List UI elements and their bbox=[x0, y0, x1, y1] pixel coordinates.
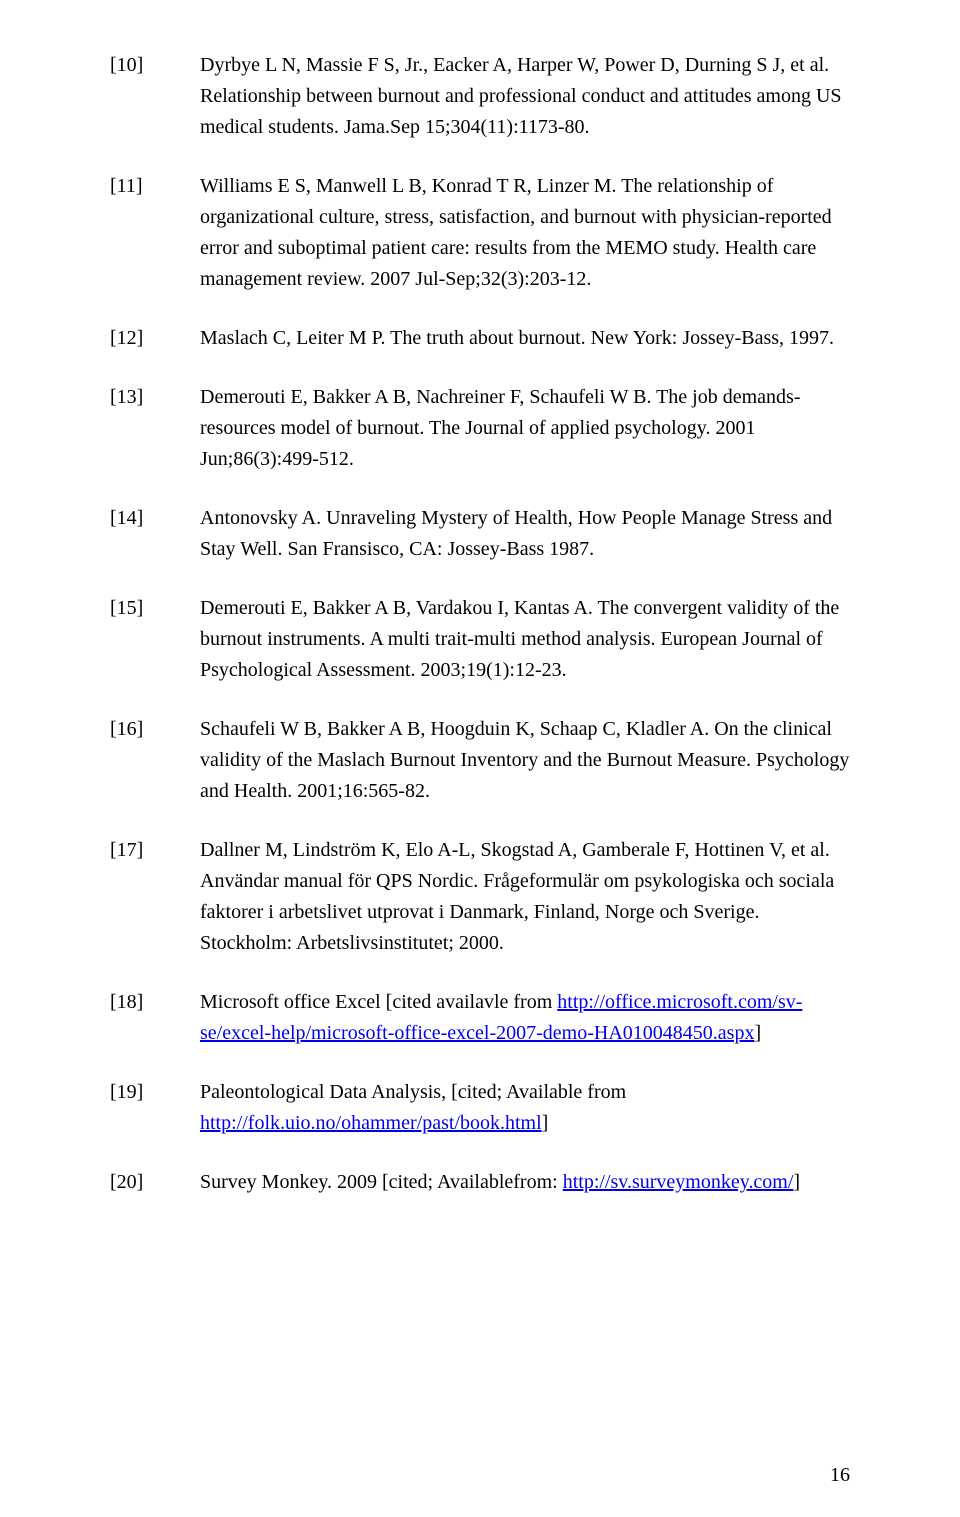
reference-body: Microsoft office Excel [cited availavle … bbox=[200, 987, 850, 1049]
page-number: 16 bbox=[830, 1464, 850, 1487]
link-folk-uio[interactable]: http://folk.uio.no/ohammer/past/book.htm… bbox=[200, 1112, 542, 1134]
reference-number: [12] bbox=[110, 323, 200, 354]
reference-number: [10] bbox=[110, 50, 200, 143]
reference-item: [17]Dallner M, Lindström K, Elo A-L, Sko… bbox=[110, 835, 850, 959]
reference-body: Maslach C, Leiter M P. The truth about b… bbox=[200, 323, 850, 354]
reference-body: Demerouti E, Bakker A B, Nachreiner F, S… bbox=[200, 382, 850, 475]
reference-item: [10]Dyrbye L N, Massie F S, Jr., Eacker … bbox=[110, 50, 850, 143]
reference-body: Williams E S, Manwell L B, Konrad T R, L… bbox=[200, 171, 850, 295]
reference-number: [20] bbox=[110, 1167, 200, 1198]
reference-number: [19] bbox=[110, 1077, 200, 1139]
reference-list: [10]Dyrbye L N, Massie F S, Jr., Eacker … bbox=[110, 50, 850, 1198]
link-ms-office[interactable]: http://office.microsoft.com/sv-se/excel-… bbox=[200, 991, 802, 1044]
reference-item: [20]Survey Monkey. 2009 [cited; Availabl… bbox=[110, 1167, 850, 1198]
reference-body: Paleontological Data Analysis, [cited; A… bbox=[200, 1077, 850, 1139]
reference-number: [16] bbox=[110, 714, 200, 807]
reference-item: [13]Demerouti E, Bakker A B, Nachreiner … bbox=[110, 382, 850, 475]
page-container: [10]Dyrbye L N, Massie F S, Jr., Eacker … bbox=[0, 0, 960, 1517]
reference-number: [14] bbox=[110, 503, 200, 565]
reference-number: [18] bbox=[110, 987, 200, 1049]
link-surveymonkey[interactable]: http://sv.surveymonkey.com/ bbox=[563, 1171, 794, 1193]
reference-item: [19]Paleontological Data Analysis, [cite… bbox=[110, 1077, 850, 1139]
reference-number: [13] bbox=[110, 382, 200, 475]
reference-number: [17] bbox=[110, 835, 200, 959]
reference-item: [14]Antonovsky A. Unraveling Mystery of … bbox=[110, 503, 850, 565]
reference-body: Demerouti E, Bakker A B, Vardakou I, Kan… bbox=[200, 593, 850, 686]
reference-item: [16]Schaufeli W B, Bakker A B, Hoogduin … bbox=[110, 714, 850, 807]
reference-item: [18]Microsoft office Excel [cited availa… bbox=[110, 987, 850, 1049]
reference-number: [11] bbox=[110, 171, 200, 295]
reference-item: [11]Williams E S, Manwell L B, Konrad T … bbox=[110, 171, 850, 295]
reference-body: Antonovsky A. Unraveling Mystery of Heal… bbox=[200, 503, 850, 565]
reference-body: Schaufeli W B, Bakker A B, Hoogduin K, S… bbox=[200, 714, 850, 807]
reference-number: [15] bbox=[110, 593, 200, 686]
reference-body: Survey Monkey. 2009 [cited; Availablefro… bbox=[200, 1167, 850, 1198]
reference-body: Dallner M, Lindström K, Elo A-L, Skogsta… bbox=[200, 835, 850, 959]
reference-body: Dyrbye L N, Massie F S, Jr., Eacker A, H… bbox=[200, 50, 850, 143]
reference-item: [15]Demerouti E, Bakker A B, Vardakou I,… bbox=[110, 593, 850, 686]
reference-item: [12]Maslach C, Leiter M P. The truth abo… bbox=[110, 323, 850, 354]
